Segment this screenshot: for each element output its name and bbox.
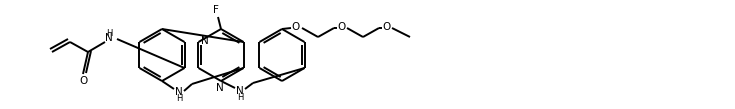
Text: H: H — [106, 28, 112, 37]
Text: N: N — [105, 33, 113, 43]
Text: N: N — [216, 83, 224, 93]
Text: H: H — [176, 94, 182, 102]
Text: O: O — [338, 22, 346, 32]
Text: O: O — [80, 76, 88, 86]
Text: O: O — [383, 22, 391, 32]
Text: H: H — [237, 93, 243, 101]
Text: F: F — [213, 5, 219, 15]
Text: N: N — [175, 87, 183, 97]
Text: N: N — [236, 86, 244, 96]
Text: N: N — [201, 36, 208, 46]
Text: O: O — [292, 22, 300, 32]
